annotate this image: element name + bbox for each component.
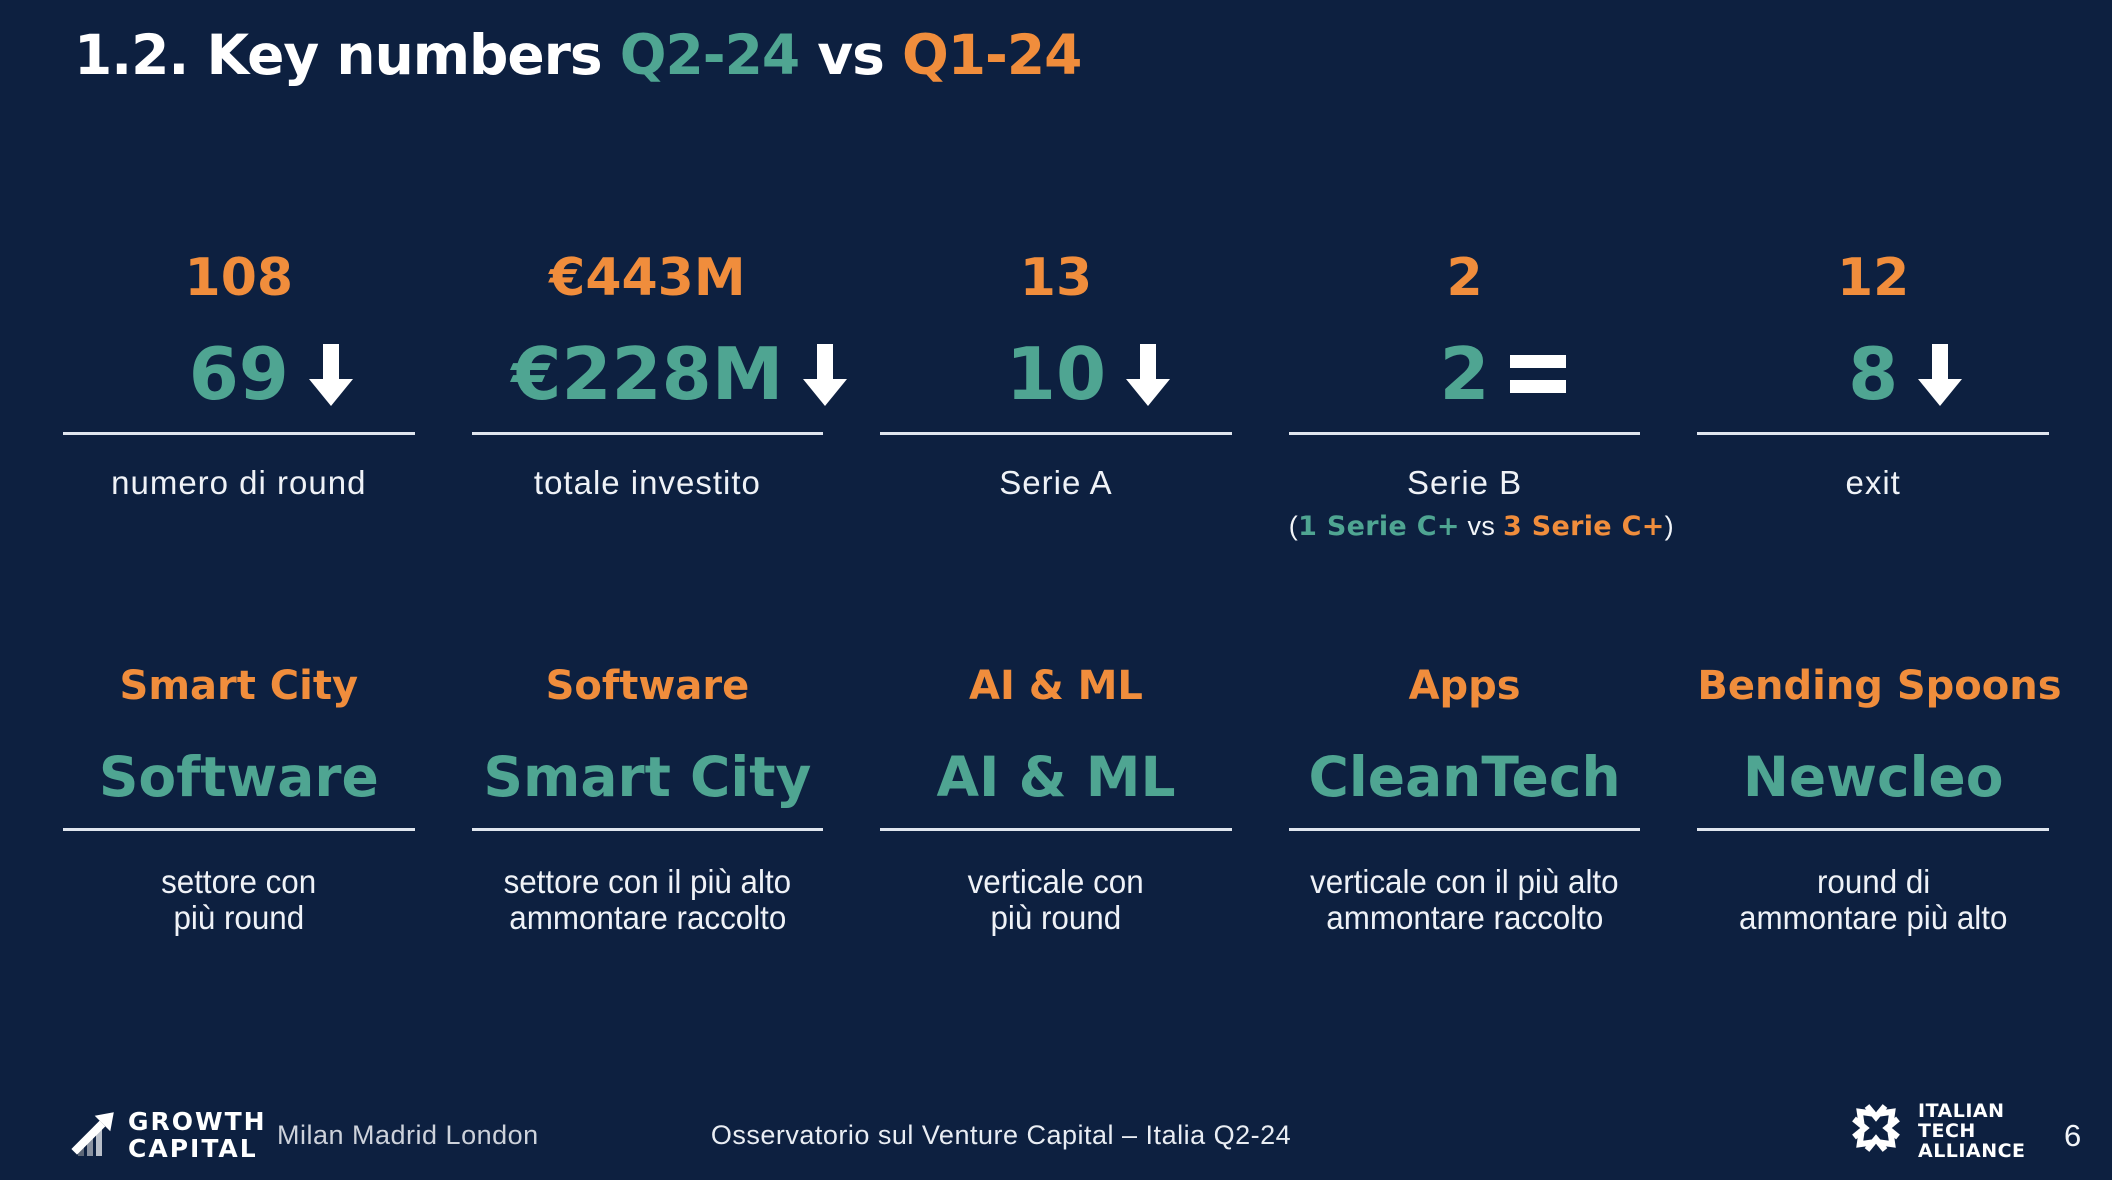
q2-highlight: Newcleo [1742,745,2004,809]
label-line-2: ammontare raccolto [1326,899,1604,936]
italian-tech-alliance-logo: ITALIAN TECH ALLIANCE [1846,1098,2026,1163]
q2-highlight: AI & ML [936,745,1176,809]
stat-column-round: 108 69 numero di round [63,252,415,542]
stat-column-invested: €443M €228M totale investito [471,248,848,542]
alliance-line2: TECH [1918,1119,1976,1142]
divider [63,432,415,435]
highlights-row: Smart City Software settore con più roun… [63,663,2062,936]
q1-highlight: AI & ML [969,663,1143,709]
arrow-down-icon [1126,344,1171,411]
label-line-1: verticale con il più alto [1310,863,1619,900]
highlight-label: settore con il più alto ammontare raccol… [472,864,824,936]
footer-cities: Milan Madrid London [277,1120,539,1150]
label-line-2: ammontare raccolto [508,899,786,936]
divider [1697,432,2049,435]
highlight-column-sector-rounds: Smart City Software settore con più roun… [63,666,415,936]
label-line-1: settore con il più alto [503,863,792,900]
highlight-column-vertical-rounds: AI & ML AI & ML verticale con più round [880,666,1232,936]
label-line-2: più round [173,899,305,936]
page-number: 6 [2064,1118,2082,1153]
label-line-2: più round [990,899,1122,936]
divider [1288,828,1641,831]
stat-column-exit: 12 8 exit [1697,252,2049,542]
q2-value: 2 [1439,332,1490,416]
stat-column-serie-a: 13 10 Serie A [880,252,1232,542]
q2-highlight: CleanTech [1308,745,1621,809]
title-q2-label: Q2-24 [619,23,800,87]
serie-c-note: (1 Serie C+ vs 3 Serie C+) [1288,511,1674,542]
highlight-column-sector-amount: Software Smart City settore con il più a… [471,663,824,936]
q2-highlight: Software [98,745,379,809]
note-open-paren: ( [1288,511,1299,541]
title-prefix: 1.2. Key numbers [74,23,620,87]
label-line-1: round di [1816,863,1930,900]
q2-highlight: Smart City [483,745,812,809]
divider [471,432,824,435]
stat-label: Serie B [1406,464,1523,501]
equals-icon [1509,352,1566,401]
label-line-1: verticale con [967,863,1144,900]
growth-capital-logo: GROWTH CAPITAL [70,1106,267,1163]
q1-value: 108 [184,248,294,308]
stat-label: numero di round [111,464,367,501]
label-line-2: ammontare più alto [1738,899,2008,936]
alliance-line1: ITALIAN [1918,1099,2005,1122]
highlight-column-vertical-amount: Apps CleanTech verticale con il più alto… [1288,663,1641,936]
divider [880,432,1232,435]
q2-value: 10 [1005,332,1107,416]
highlight-label: verticale con il più alto ammontare racc… [1289,864,1641,936]
q1-value: 2 [1446,248,1483,308]
highlight-label: verticale con più round [880,864,1232,936]
divider [63,828,415,831]
highlight-label: round di ammontare più alto [1697,864,2049,936]
note-q1-part: 3 Serie C+ [1502,511,1665,542]
highlight-label: settore con più round [63,864,415,936]
alliance-line3: ALLIANCE [1918,1139,2026,1162]
note-q2-part: 1 Serie C+ [1298,511,1460,542]
growth-capital-line1: GROWTH [128,1106,267,1136]
stat-label: exit [1845,464,1901,501]
alliance-star-icon [1846,1098,1906,1163]
divider [880,828,1232,831]
page-title: 1.2. Key numbers Q2-24 vs Q1-24 [74,22,1082,88]
note-vs: vs [1459,511,1503,541]
q1-value: €443M [549,248,746,308]
q2-value: 8 [1848,332,1899,416]
arrow-down-icon [803,344,848,411]
arrow-down-icon [1918,344,1963,411]
divider [1288,432,1641,435]
q1-highlight: Apps [1408,663,1521,709]
stat-column-serie-b: 2 2 Serie B (1 Serie C+ vs 3 Serie C+) [1288,248,1674,542]
q1-highlight: Software [545,663,750,709]
q1-value: 13 [1019,248,1093,308]
stat-label: totale investito [533,464,761,501]
key-numbers-row: 108 69 numero di round €443M €228M total… [63,252,2049,542]
note-close-paren: ) [1664,511,1674,541]
title-separator: vs [799,23,903,87]
footer-center-text: Osservatorio sul Venture Capital – Itali… [710,1120,1292,1150]
highlight-column-top-round: Bending Spoons Newcleo round di ammontar… [1697,663,2062,936]
arrow-down-icon [308,344,353,411]
growth-capital-line2: CAPITAL [128,1133,258,1163]
q2-value: €228M [511,332,784,416]
title-q1-label: Q1-24 [902,23,1082,87]
q2-value: 69 [188,332,289,416]
stat-label: Serie A [999,464,1113,501]
label-line-1: settore con [161,863,317,900]
divider [471,828,824,831]
divider [1697,828,2049,831]
growth-capital-mark-icon [70,1106,118,1163]
q1-highlight: Bending Spoons [1697,663,2062,709]
q1-highlight: Smart City [119,663,359,709]
q1-value: 12 [1836,248,1910,308]
